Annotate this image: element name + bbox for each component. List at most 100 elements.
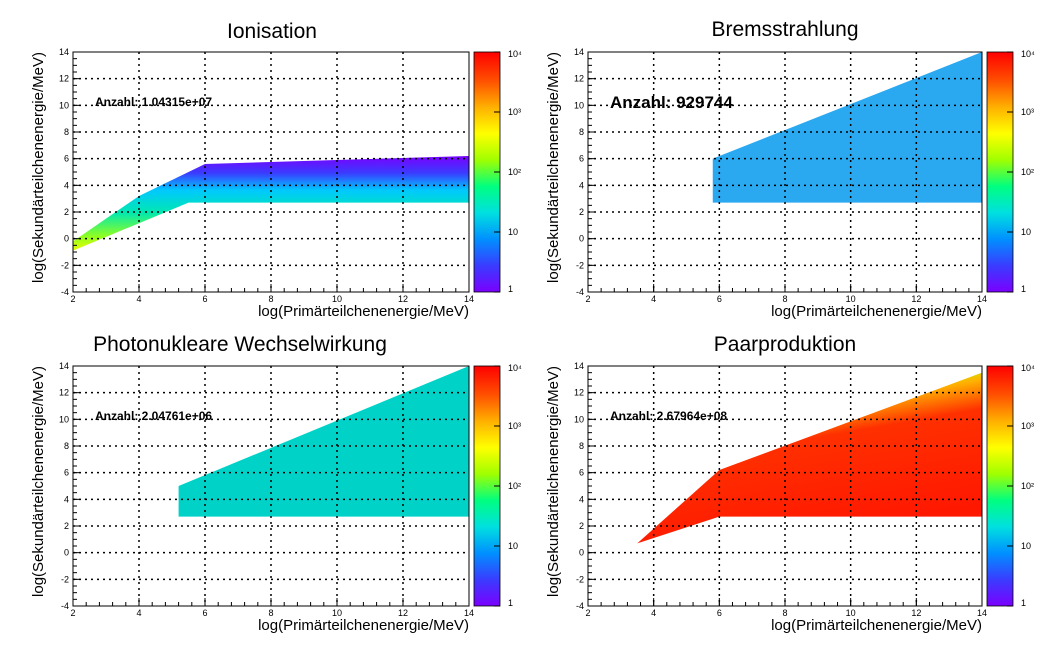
heatmap-region xyxy=(712,52,982,203)
x-tick-label: 6 xyxy=(202,294,207,304)
x-tick-label: 8 xyxy=(782,608,787,618)
x-tick-label: 14 xyxy=(464,608,474,618)
color-scale-label: 10⁴ xyxy=(508,49,522,59)
y-tick-label: -4 xyxy=(61,601,69,611)
color-scale-label: 10³ xyxy=(508,107,521,117)
color-scale-label: 1 xyxy=(508,598,513,608)
color-scale-label: 10⁴ xyxy=(508,363,522,373)
x-tick-label: 14 xyxy=(464,294,474,304)
x-tick-label: 10 xyxy=(332,294,342,304)
y-tick-label: 14 xyxy=(59,361,69,371)
y-tick-label: 4 xyxy=(579,180,584,190)
y-axis-label: log(Sekundärteilchenenergie/MeV) xyxy=(30,52,47,283)
y-tick-label: 2 xyxy=(579,521,584,531)
x-tick-label: 12 xyxy=(398,608,408,618)
color-scale-label: 10² xyxy=(508,167,521,177)
y-tick-label: 2 xyxy=(579,207,584,217)
x-tick-label: 12 xyxy=(911,608,921,618)
color-scale-label: 10 xyxy=(1021,227,1031,237)
y-tick-label: 0 xyxy=(579,548,584,558)
x-tick-label: 2 xyxy=(585,608,590,618)
color-scale-label: 1 xyxy=(508,284,513,294)
color-scale-label: 10 xyxy=(508,541,518,551)
y-tick-label: 12 xyxy=(59,388,69,398)
x-axis-label: log(Primärteilchenenergie/MeV) xyxy=(258,617,469,634)
y-tick-label: 10 xyxy=(59,100,69,110)
y-tick-label: -2 xyxy=(576,260,584,270)
heatmap-region xyxy=(73,156,469,251)
x-axis-label: log(Primärteilchenenergie/MeV) xyxy=(771,617,982,634)
y-tick-label: 14 xyxy=(574,47,584,57)
x-tick-label: 2 xyxy=(70,608,75,618)
chart-title: Paarproduktion xyxy=(714,333,856,356)
x-tick-label: 8 xyxy=(268,608,273,618)
color-scale-label: 10⁴ xyxy=(1021,363,1035,373)
y-tick-label: 14 xyxy=(59,47,69,57)
y-tick-label: 2 xyxy=(64,207,69,217)
y-tick-label: 2 xyxy=(64,521,69,531)
color-scale-label: 10² xyxy=(508,481,521,491)
y-tick-label: 12 xyxy=(59,74,69,84)
y-tick-label: 0 xyxy=(64,548,69,558)
y-tick-label: 6 xyxy=(579,154,584,164)
x-tick-label: 12 xyxy=(911,294,921,304)
y-axis-label: log(Sekundärteilchenenergie/MeV) xyxy=(545,52,562,283)
entries-annotation: Anzahl: 2.04761e+06 xyxy=(95,409,212,423)
y-tick-label: -2 xyxy=(61,574,69,584)
y-tick-label: 10 xyxy=(574,414,584,424)
heatmap-region xyxy=(178,366,469,517)
y-tick-label: 8 xyxy=(579,127,584,137)
y-tick-label: 12 xyxy=(574,74,584,84)
color-scale-label: 10⁴ xyxy=(1021,49,1035,59)
y-tick-label: 6 xyxy=(64,468,69,478)
x-tick-label: 10 xyxy=(846,294,856,304)
y-tick-label: 0 xyxy=(579,234,584,244)
chart-title: Bremsstrahlung xyxy=(711,18,858,41)
x-tick-label: 14 xyxy=(977,294,987,304)
x-tick-label: 4 xyxy=(136,608,141,618)
y-tick-label: -4 xyxy=(576,601,584,611)
entries-annotation: Anzahl: 2.67964e+08 xyxy=(610,409,727,423)
x-tick-label: 4 xyxy=(136,294,141,304)
y-tick-label: 8 xyxy=(64,127,69,137)
chart-title: Photonukleare Wechselwirkung xyxy=(93,333,387,356)
x-axis-label: log(Primärteilchenenergie/MeV) xyxy=(258,303,469,320)
y-tick-label: 6 xyxy=(579,468,584,478)
x-tick-label: 8 xyxy=(782,294,787,304)
entries-annotation: Anzahl: 929744 xyxy=(610,93,733,112)
x-tick-label: 10 xyxy=(332,608,342,618)
color-scale-label: 10 xyxy=(508,227,518,237)
x-tick-label: 8 xyxy=(268,294,273,304)
y-tick-label: 14 xyxy=(574,361,584,371)
x-tick-label: 4 xyxy=(651,608,656,618)
y-tick-label: 8 xyxy=(64,441,69,451)
x-tick-label: 2 xyxy=(70,294,75,304)
color-scale-label: 10³ xyxy=(508,421,521,431)
y-axis-label: log(Sekundärteilchenenergie/MeV) xyxy=(545,366,562,597)
entries-annotation: Anzahl: 1.04315e+07 xyxy=(95,95,212,109)
y-tick-label: 10 xyxy=(59,414,69,424)
chart-title: Ionisation xyxy=(227,20,317,43)
y-tick-label: -2 xyxy=(576,574,584,584)
x-tick-label: 6 xyxy=(717,608,722,618)
x-tick-label: 2 xyxy=(585,294,590,304)
y-tick-label: -4 xyxy=(61,287,69,297)
y-tick-label: -2 xyxy=(61,260,69,270)
y-tick-label: 6 xyxy=(64,154,69,164)
color-scale-label: 1 xyxy=(1021,284,1026,294)
y-tick-label: -4 xyxy=(576,287,584,297)
color-scale-label: 1 xyxy=(1021,598,1026,608)
x-axis-label: log(Primärteilchenenergie/MeV) xyxy=(771,303,982,320)
color-scale-label: 10² xyxy=(1021,481,1034,491)
color-scale-label: 10³ xyxy=(1021,107,1034,117)
x-tick-label: 6 xyxy=(717,294,722,304)
color-scale-label: 10³ xyxy=(1021,421,1034,431)
y-tick-label: 4 xyxy=(579,494,584,504)
y-tick-label: 0 xyxy=(64,234,69,244)
heatmap-region xyxy=(637,372,982,544)
y-tick-label: 8 xyxy=(579,441,584,451)
